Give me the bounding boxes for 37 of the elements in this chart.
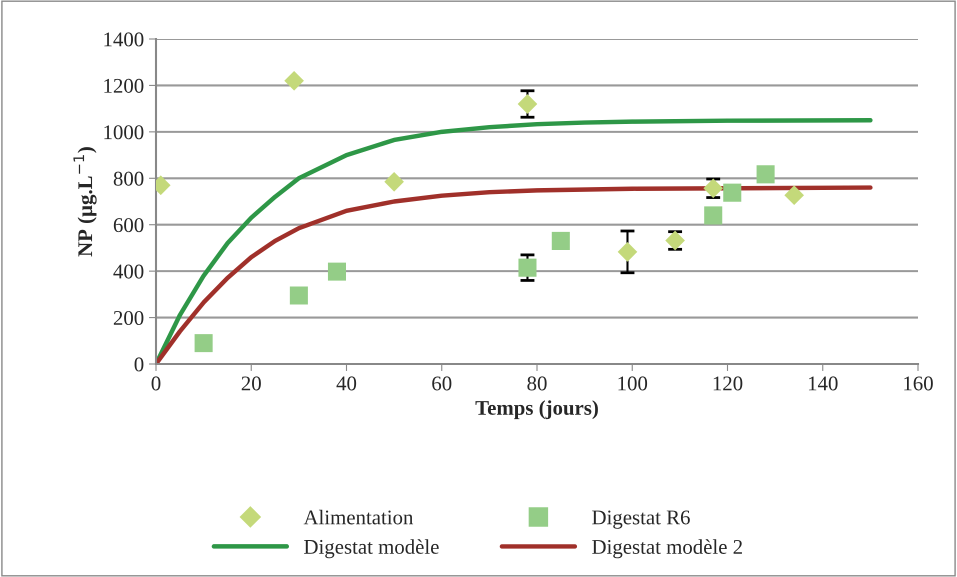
x-tick-label: 60 xyxy=(432,376,452,390)
point xyxy=(552,232,570,250)
point xyxy=(756,165,775,184)
x-tick-label: 80 xyxy=(527,376,547,390)
x-tick-label: 20 xyxy=(242,376,261,390)
legend-label: Digestat modèle 2 xyxy=(592,539,742,558)
point xyxy=(518,258,537,277)
line-series xyxy=(156,185,873,364)
point xyxy=(290,286,308,305)
point xyxy=(284,70,304,91)
y-tick-label: 800 xyxy=(114,172,144,186)
legend-label: Alimentation xyxy=(304,510,414,524)
y-tick-label: 200 xyxy=(114,310,144,326)
x-tick-label: 120 xyxy=(714,376,742,390)
point xyxy=(723,184,742,202)
point xyxy=(618,242,638,262)
y-tick-label: 0 xyxy=(134,357,144,372)
y-tick-label: 600 xyxy=(114,218,144,232)
point xyxy=(704,206,722,224)
y-axis-title: NP (µg.L$^{−1}$) xyxy=(73,147,97,257)
x-tick-label: 160 xyxy=(904,376,933,390)
point xyxy=(784,185,804,206)
point xyxy=(194,334,213,352)
point xyxy=(328,262,346,281)
x-tick-label: 140 xyxy=(808,376,838,390)
x-tick-label: 0 xyxy=(152,376,160,390)
legend-label: Digestat modèle xyxy=(304,539,439,558)
x-tick-label: 40 xyxy=(336,376,356,390)
y-tick-label: 1000 xyxy=(104,125,144,140)
point xyxy=(384,172,404,192)
y-tick-label: 1200 xyxy=(104,78,144,93)
legend-label: Digestat R6 xyxy=(592,510,690,529)
x-tick-label: 100 xyxy=(618,376,648,390)
y-tick-label: 1400 xyxy=(104,32,144,46)
y-tick-label: 400 xyxy=(113,264,144,279)
point xyxy=(518,94,538,114)
x-axis-title: Temps (jours) xyxy=(475,400,598,420)
